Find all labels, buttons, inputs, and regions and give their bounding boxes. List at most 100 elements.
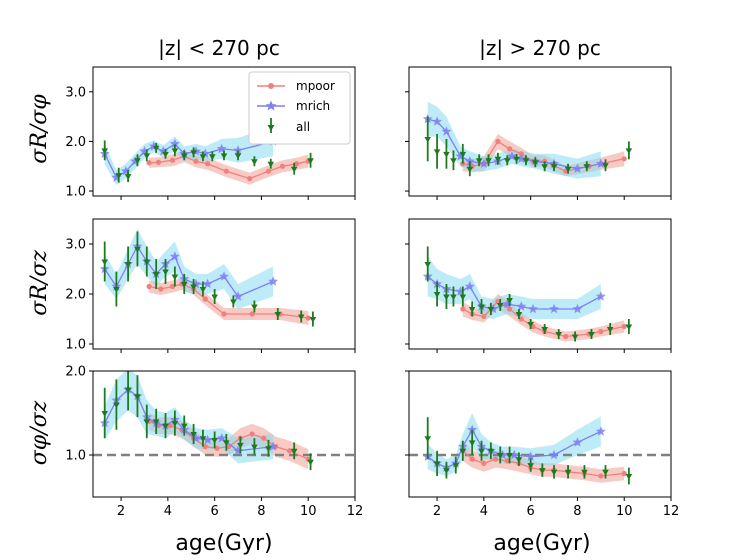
all-point xyxy=(171,274,179,281)
mrich-point xyxy=(202,278,213,289)
mrich-confidence-band xyxy=(104,371,274,464)
mpoor-point xyxy=(504,458,510,464)
mpoor-point xyxy=(481,460,487,466)
all-point xyxy=(143,259,151,266)
mpoor-point xyxy=(469,456,475,462)
all-point xyxy=(209,154,216,161)
y-tick-label: 1.0 xyxy=(65,185,86,200)
all-point xyxy=(424,136,432,143)
all-point xyxy=(588,332,595,338)
all-point xyxy=(459,294,467,301)
all-point xyxy=(152,272,160,278)
all-point xyxy=(237,442,244,449)
all-point xyxy=(424,436,432,442)
mrich-point xyxy=(233,291,243,301)
plot-area xyxy=(99,229,317,327)
mpoor-point xyxy=(146,283,152,290)
mpoor-point xyxy=(249,311,255,317)
mpoor-point xyxy=(621,470,627,477)
all-point xyxy=(134,158,141,165)
mrich-point xyxy=(130,156,141,166)
all-point xyxy=(541,164,548,171)
mrich-point xyxy=(233,145,243,155)
all-point xyxy=(101,259,108,266)
mpoor-point xyxy=(293,161,300,167)
mpoor-point xyxy=(214,445,220,451)
all-point xyxy=(220,153,228,160)
x-label-right: age(Gyr) xyxy=(493,531,590,556)
mrich-point xyxy=(219,271,229,281)
mpoor-point xyxy=(279,163,286,169)
all-point xyxy=(625,148,633,155)
y-tick-label: 3.0 xyxy=(65,238,86,253)
mpoor-point xyxy=(205,161,211,167)
panel-top-right xyxy=(405,66,672,200)
mpoor-point xyxy=(598,328,604,335)
all-point xyxy=(290,448,298,455)
all-point xyxy=(124,387,132,394)
all-point xyxy=(468,307,476,313)
all-point xyxy=(180,282,188,288)
all-point xyxy=(466,166,474,173)
mpoor-point xyxy=(193,158,199,164)
column-title-right: |z| > 270 pc xyxy=(479,36,601,60)
mpoor-point xyxy=(169,283,176,290)
mpoor-point xyxy=(621,156,627,162)
y-tick-label: 2.0 xyxy=(65,135,86,150)
legend-frame xyxy=(248,71,351,145)
all-point xyxy=(101,148,108,155)
panel-bottom-right: 2 4 6 8 10 12 xyxy=(405,370,680,519)
all-point xyxy=(468,440,476,447)
mrich-point xyxy=(464,281,475,291)
all-point xyxy=(152,145,160,152)
mpoor-point xyxy=(506,306,513,312)
all-point xyxy=(199,154,207,161)
mpoor-point xyxy=(223,168,229,174)
all-point xyxy=(180,153,188,160)
panel-frame xyxy=(92,66,356,197)
all-point xyxy=(564,469,572,476)
x-tick-label: 12 xyxy=(663,504,680,519)
legend: mpoor mrich all xyxy=(248,71,351,145)
all-point xyxy=(223,440,230,447)
all-point xyxy=(506,453,513,459)
mrich-point xyxy=(169,138,180,149)
mpoor-point xyxy=(460,306,466,312)
mpoor-point xyxy=(598,473,604,479)
all-point xyxy=(564,166,572,173)
mrich-point xyxy=(595,426,606,436)
all-point xyxy=(115,173,123,179)
mrich-point xyxy=(595,158,606,168)
all-point xyxy=(515,457,523,463)
mpoor-point xyxy=(563,333,569,340)
all-point xyxy=(211,294,218,301)
all-point xyxy=(290,166,298,173)
mpoor-point xyxy=(261,435,267,441)
all-point xyxy=(443,294,450,301)
all-point xyxy=(602,469,609,476)
x-tick-label: 4 xyxy=(164,504,172,519)
all-point xyxy=(152,419,160,426)
mrich-point xyxy=(432,116,442,126)
column-title-left: |z| < 270 pc xyxy=(158,36,280,60)
mpoor-point xyxy=(265,168,272,174)
panel-bottom-left: 1.0 2.0 2 4 6 8 10 12 xyxy=(65,365,363,520)
mrich-line xyxy=(104,245,274,298)
mrich-point xyxy=(595,291,606,301)
mrich-point xyxy=(516,153,527,163)
all-point xyxy=(230,299,237,306)
mrich-point xyxy=(478,158,489,168)
all-point xyxy=(143,153,151,160)
all-point xyxy=(190,432,197,438)
all-point xyxy=(251,304,258,311)
all-point xyxy=(143,419,151,426)
all-point xyxy=(459,448,467,455)
mrich-point xyxy=(467,424,478,434)
all-point xyxy=(309,317,317,323)
all-point xyxy=(124,174,132,180)
mrich-confidence-band xyxy=(427,256,601,319)
all-point xyxy=(485,158,492,165)
x-tick-label: 4 xyxy=(480,504,488,519)
x-tick-label: 12 xyxy=(347,504,364,519)
x-tick-label: 8 xyxy=(573,504,581,519)
